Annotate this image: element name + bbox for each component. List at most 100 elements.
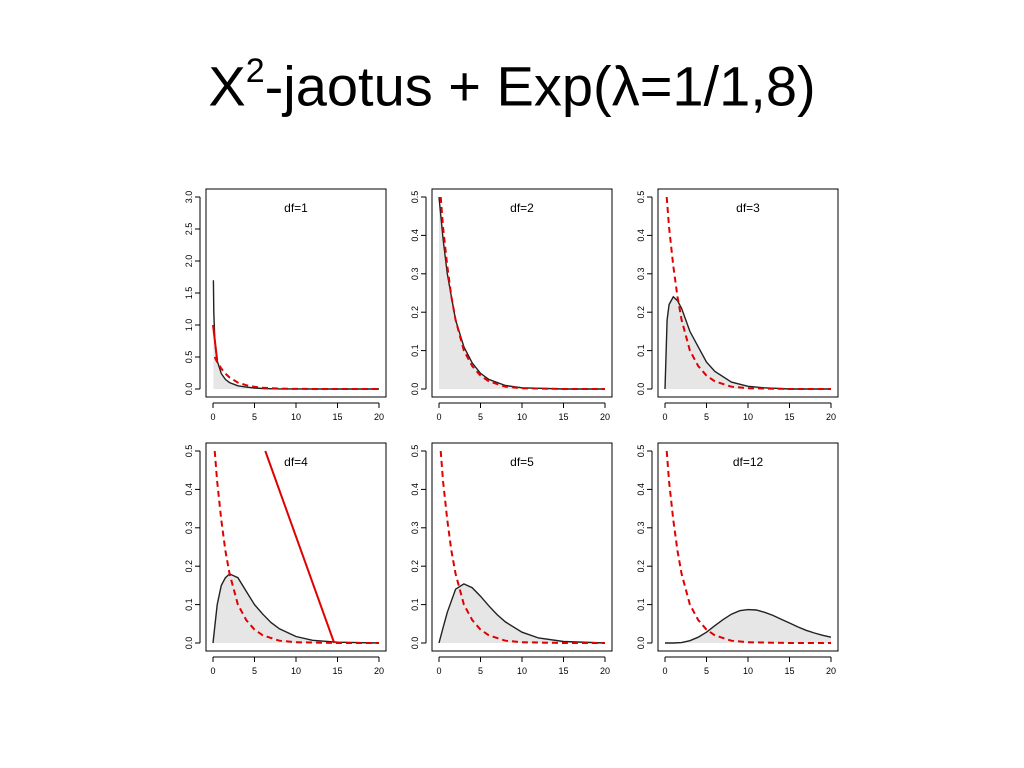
y-tick-label: 0.0: [410, 383, 420, 396]
x-tick-label: 15: [332, 666, 342, 676]
y-tick-label: 0.0: [184, 383, 194, 396]
density-line: [212, 573, 380, 644]
panel-title: df=12: [733, 455, 764, 469]
panel-title: df=1: [284, 201, 308, 215]
y-tick-label: 0.0: [410, 637, 420, 650]
panel-title: df=3: [736, 201, 760, 215]
exp-dashed-line: [213, 356, 379, 390]
x-tick-label: 0: [436, 412, 441, 422]
plot-region: [212, 450, 380, 644]
x-tick-label: 15: [558, 666, 568, 676]
x-tick-label: 5: [478, 666, 483, 676]
x-tick-label: 0: [210, 666, 215, 676]
x-tick-label: 0: [662, 666, 667, 676]
density-fill-area: [213, 280, 379, 389]
red-solid-line: [212, 324, 219, 361]
y-tick-label: 0.1: [636, 598, 646, 611]
y-tick-label: 0.2: [184, 560, 194, 573]
y-tick-label: 2.5: [184, 223, 194, 236]
panel-title: df=5: [510, 455, 534, 469]
x-tick-label: 20: [826, 666, 836, 676]
y-tick-label: 0.5: [410, 445, 420, 458]
red-solid-line: [264, 450, 336, 644]
plot-region: [665, 450, 832, 644]
title-superscript: 2: [245, 52, 265, 90]
x-tick-label: 20: [826, 412, 836, 422]
x-tick-label: 5: [252, 412, 257, 422]
y-tick-label: 3.0: [184, 191, 194, 204]
x-tick-label: 10: [291, 412, 301, 422]
density-line: [665, 608, 832, 644]
y-tick-label: 0.3: [636, 522, 646, 535]
plot-region: [664, 196, 831, 390]
y-tick-label: 0.1: [636, 344, 646, 357]
density-fill-area: [665, 609, 831, 643]
panel-title: df=2: [510, 201, 534, 215]
density-fill-area: [665, 296, 831, 389]
x-tick-label: 20: [374, 666, 384, 676]
y-tick-label: 0.4: [184, 483, 194, 496]
exp-dashed-line: [439, 196, 605, 390]
y-tick-label: 0.3: [184, 522, 194, 535]
x-tick-label: 15: [558, 412, 568, 422]
exp-dashed-line: [213, 450, 379, 644]
x-tick-label: 5: [478, 412, 483, 422]
y-tick-label: 0.5: [636, 445, 646, 458]
panel-frame: [657, 442, 839, 652]
x-tick-label: 15: [784, 412, 794, 422]
exp-dashed-line: [439, 450, 605, 644]
x-tick-label: 0: [210, 412, 215, 422]
y-tick-label: 2.0: [184, 255, 194, 268]
y-tick-label: 0.5: [184, 445, 194, 458]
y-tick-label: 0.3: [410, 522, 420, 535]
y-tick-label: 0.0: [184, 637, 194, 650]
exp-dashed-line: [665, 196, 831, 390]
density-line: [212, 280, 379, 390]
y-tick-label: 0.3: [410, 268, 420, 281]
title-rest: -jaotus + Exp(λ=1/1,8): [264, 54, 816, 118]
x-tick-label: 20: [600, 666, 610, 676]
density-fill-area: [213, 573, 379, 643]
x-tick-label: 5: [252, 666, 257, 676]
x-tick-label: 20: [600, 412, 610, 422]
x-tick-label: 10: [291, 666, 301, 676]
panel-frame: [431, 442, 613, 652]
y-tick-label: 0.4: [410, 483, 420, 496]
x-tick-label: 15: [784, 666, 794, 676]
density-line: [664, 295, 831, 390]
chart-panel-df-5: df=5 0 5 10 15 20 0.0 0.1 0.2 0.3 0.4 0.5: [410, 442, 613, 676]
panel-title: df=4: [284, 455, 308, 469]
y-tick-label: 0.2: [410, 306, 420, 319]
y-tick-label: 0.1: [410, 598, 420, 611]
panel-frame: [205, 442, 387, 652]
title-main: X: [208, 54, 246, 118]
x-tick-label: 5: [704, 666, 709, 676]
x-tick-label: 10: [517, 666, 527, 676]
plot-region: [438, 196, 605, 390]
y-tick-label: 0.5: [410, 191, 420, 204]
y-tick-label: 0.1: [410, 344, 420, 357]
panel-frame: [431, 188, 613, 398]
panel-frame: [205, 188, 387, 398]
plot-region: [212, 280, 379, 390]
chart-panel-df-12: df=12 0 5 10 15 20 0.0 0.1 0.2 0.3 0.4 0.5: [636, 442, 839, 676]
density-fill-area: [439, 583, 605, 643]
x-tick-label: 20: [374, 412, 384, 422]
x-tick-label: 0: [436, 666, 441, 676]
x-tick-label: 0: [662, 412, 667, 422]
y-tick-label: 0.2: [636, 560, 646, 573]
x-tick-label: 10: [743, 666, 753, 676]
y-tick-label: 0.2: [410, 560, 420, 573]
y-tick-label: 0.4: [410, 229, 420, 242]
plot-region: [438, 450, 606, 644]
x-tick-label: 10: [517, 412, 527, 422]
x-tick-label: 5: [704, 412, 709, 422]
y-tick-label: 0.1: [184, 598, 194, 611]
exp-dashed-line: [665, 450, 831, 644]
y-tick-label: 1.0: [184, 319, 194, 332]
x-tick-label: 10: [743, 412, 753, 422]
y-tick-label: 0.2: [636, 306, 646, 319]
y-tick-label: 0.4: [636, 229, 646, 242]
density-line: [438, 583, 606, 644]
